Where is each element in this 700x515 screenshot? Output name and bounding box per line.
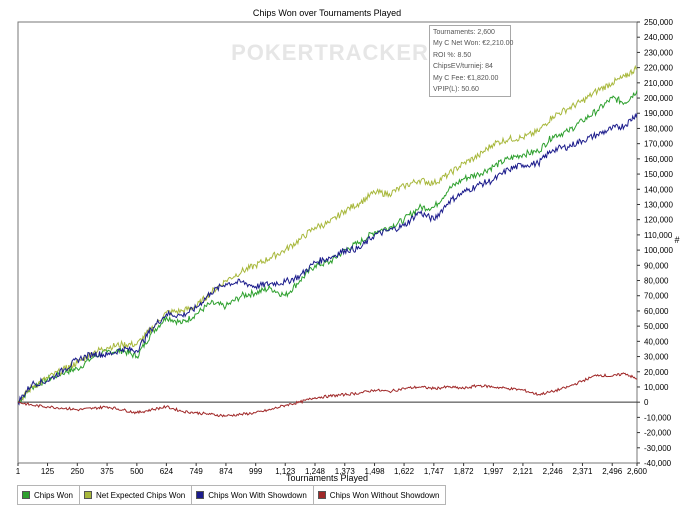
y-tick-label: 150,000: [644, 170, 673, 179]
x-tick-label: 250: [71, 467, 85, 476]
y-tick-label: 160,000: [644, 155, 673, 164]
y-tick-label: 110,000: [644, 231, 673, 240]
y-tick-label: 0: [644, 398, 649, 407]
legend-item-without-showdown[interactable]: Chips Won Without Showdown: [314, 486, 446, 504]
x-tick-label: 874: [219, 467, 233, 476]
y-tick-label: 100,000: [644, 246, 673, 255]
y-axis-ticks: 250,000 240,000 230,000 220,000 210,000 200,0…: [637, 18, 673, 468]
info-vpip: VPIP(L): 50.60: [433, 86, 479, 94]
x-tick-label: 2,600: [627, 467, 648, 476]
y-tick-label: 120,000: [644, 216, 673, 225]
x-tick-label: 2,496: [602, 467, 623, 476]
series-lines: [17, 64, 638, 418]
y-tick-label: 60,000: [644, 307, 669, 316]
y-tick-label: 200,000: [644, 94, 673, 103]
x-tick-label: 2,246: [543, 467, 564, 476]
y-tick-label: 230,000: [644, 48, 673, 57]
y-tick-label: 240,000: [644, 33, 673, 42]
x-tick-label: 500: [130, 467, 144, 476]
y-tick-label: 140,000: [644, 185, 673, 194]
x-tick-label: 1,747: [424, 467, 445, 476]
x-tick-label: 624: [160, 467, 174, 476]
x-tick-label: 1,248: [305, 467, 326, 476]
info-tournaments: Tournaments: 2,600: [433, 29, 495, 36]
plot-area: [17, 21, 638, 464]
y-tick-label: 130,000: [644, 200, 673, 209]
series-line-chips-won: [17, 90, 638, 403]
watermark: POKERTRACKER: [231, 40, 429, 65]
y-tick-label: -40,000: [644, 459, 672, 468]
y-tick-label: 40,000: [644, 337, 669, 346]
y-tick-label: 180,000: [644, 124, 673, 133]
legend-swatch: [196, 491, 205, 499]
y-axis-symbol: #: [674, 235, 679, 245]
x-axis-ticks: 1 125 250 375 500 624 749 874 999 1,123 1,248 1,373…: [16, 463, 648, 476]
legend-label: Net Expected Chips Won: [95, 490, 186, 500]
legend-item-net-expected[interactable]: Net Expected Chips Won: [80, 486, 193, 504]
y-tick-label: 50,000: [644, 322, 669, 331]
legend-swatch: [317, 491, 326, 499]
y-tick-label: -20,000: [644, 429, 672, 438]
legend-item-with-showdown[interactable]: Chips Won With Showdown: [192, 486, 314, 504]
stats-tooltip: Tournaments: 2,600 My C Net Won: €2,210.…: [429, 25, 514, 97]
series-line-chips-won-without-showdown: [17, 372, 638, 418]
y-tick-label: 90,000: [644, 261, 669, 270]
series-line-net-expected-chips-won: [17, 64, 638, 406]
y-tick-label: -30,000: [644, 444, 672, 453]
x-tick-label: 375: [100, 467, 114, 476]
x-tick-label: 2,371: [572, 467, 593, 476]
info-chipsev: ChipsEV/turniej: 84: [433, 63, 493, 71]
y-tick-label: 210,000: [644, 79, 673, 88]
y-tick-label: 70,000: [644, 292, 669, 301]
info-fee: My C Fee: €1,820.00: [433, 74, 499, 82]
chart-title: Chips Won over Tournaments Played: [253, 8, 401, 18]
x-tick-label: 2,121: [513, 467, 534, 476]
x-tick-label: 1,872: [454, 467, 475, 476]
legend: Chips Won Net Expected Chips Won Chips W…: [17, 485, 447, 505]
x-tick-label: 749: [189, 467, 203, 476]
series-line-chips-won-with-showdown: [17, 112, 638, 406]
info-net-won: My C Net Won: €2,210.00: [433, 40, 514, 48]
x-tick-label: 1,997: [483, 467, 504, 476]
x-tick-label: 125: [41, 467, 55, 476]
y-tick-label: 250,000: [644, 18, 673, 27]
x-tick-label: 1,373: [335, 467, 356, 476]
legend-swatch: [83, 491, 92, 499]
legend-swatch: [22, 491, 30, 499]
legend-label: Chips Won: [34, 490, 73, 500]
x-tick-label: 1,123: [275, 467, 296, 476]
legend-label: Chips Won Without Showdown: [329, 490, 440, 500]
x-tick-label: 1,622: [394, 467, 415, 476]
legend-item-chips-won[interactable]: Chips Won: [18, 486, 80, 504]
legend-label: Chips Won With Showdown: [208, 490, 307, 500]
y-tick-label: 10,000: [644, 383, 669, 392]
info-roi: ROI %: 8.50: [433, 51, 472, 59]
y-tick-label: 20,000: [644, 368, 669, 377]
y-tick-label: 80,000: [644, 277, 669, 286]
x-axis-title: Tournaments Played: [286, 473, 368, 483]
x-tick-label: 999: [249, 467, 263, 476]
x-tick-label: 1: [16, 467, 21, 476]
y-tick-label: -10,000: [644, 413, 672, 422]
x-tick-label: 1,498: [365, 467, 386, 476]
y-tick-label: 30,000: [644, 353, 669, 362]
y-tick-label: 170,000: [644, 140, 673, 149]
y-tick-label: 220,000: [644, 64, 673, 73]
y-tick-label: 190,000: [644, 109, 673, 118]
